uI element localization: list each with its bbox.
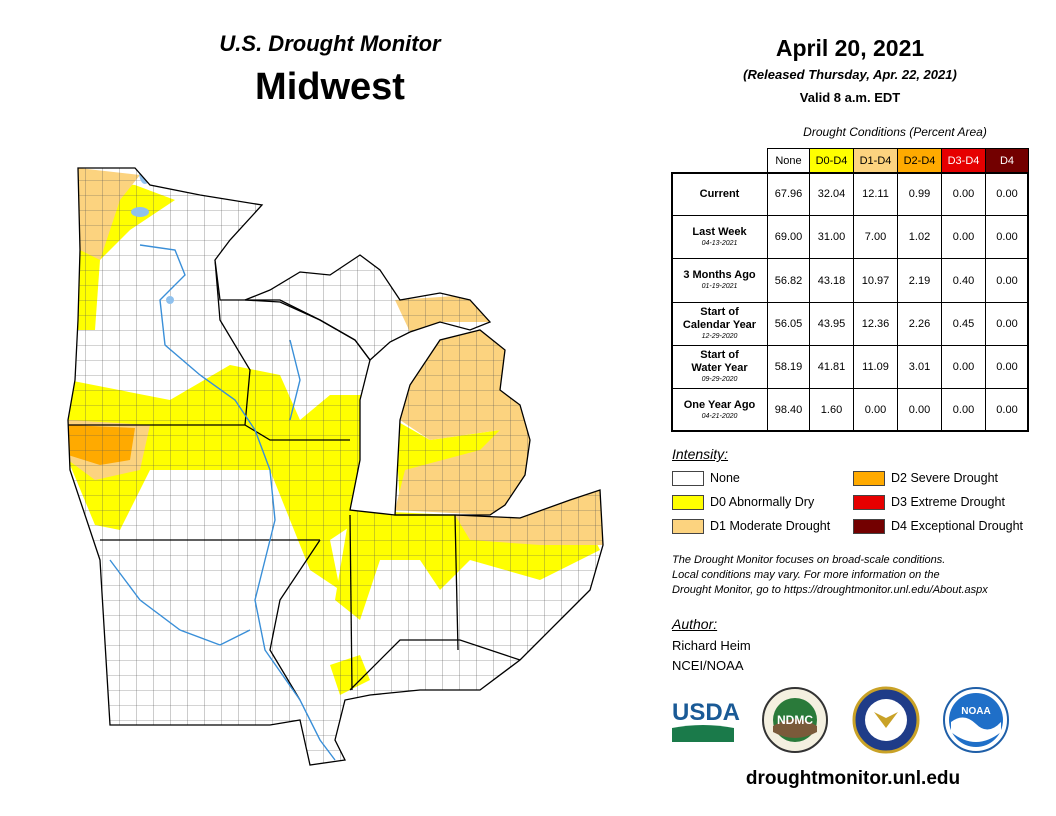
rivers (109, 244, 336, 761)
legend-swatch (672, 495, 704, 510)
legend-label: D0 Abnormally Dry (710, 495, 815, 509)
map (67, 167, 604, 766)
table-frame (671, 172, 1029, 432)
ndmc-logo: NDMC (762, 687, 828, 753)
valid: Valid 8 a.m. EDT (799, 90, 901, 105)
note-line: Local conditions may vary. For more info… (672, 569, 940, 581)
row-date: 04-13-2021 (701, 239, 738, 247)
row-label-line: One Year Ago (683, 398, 756, 411)
legend-label: D4 Exceptional Drought (891, 519, 1024, 533)
table-caption: Drought Conditions (Percent Area) (803, 125, 987, 139)
row-date: 12-29-2020 (701, 333, 738, 340)
author-title: Author: (672, 616, 718, 632)
legend-label: D2 Severe Drought (891, 471, 999, 485)
column-header: D2-D4 (897, 148, 942, 173)
row-label-line: Start of (700, 306, 739, 318)
row-date: 04-21-2020 (701, 412, 738, 420)
noaa-logo: NOAA (943, 687, 1009, 753)
legend-label: D3 Extreme Drought (891, 495, 1005, 509)
ndmc-text: NDMC (777, 713, 813, 727)
logos: USDA NDMC NOAA (672, 686, 1009, 754)
date: April 20, 2021 (775, 35, 925, 61)
row-label-line: Last Week (692, 225, 747, 238)
legend-label: None (710, 471, 740, 485)
commerce-logo (852, 686, 920, 754)
column-header: D3-D4 (941, 148, 986, 173)
column-header: D4 (985, 148, 1029, 173)
note-line: The Drought Monitor focuses on broad-sca… (672, 554, 946, 566)
region: Midwest (255, 66, 405, 108)
legend-swatch (853, 495, 885, 510)
noaa-text: NOAA (961, 706, 990, 717)
row-date: 01-19-2021 (701, 283, 738, 290)
row-label-line: 3 Months Ago (683, 269, 756, 281)
row-label-line: Water Year (691, 362, 748, 374)
coastlines (67, 167, 604, 766)
author-line: NCEI/NOAA (672, 658, 744, 673)
state-borders (68, 259, 521, 701)
row-date: 09-29-2020 (701, 376, 738, 383)
usda-logo: USDA (672, 699, 740, 742)
legend-swatch (672, 519, 704, 534)
title: U.S. Drought Monitor (219, 31, 441, 56)
released: (Released Thursday, Apr. 22, 2021) (743, 67, 957, 82)
column-header: D0-D4 (809, 148, 854, 173)
url: droughtmonitor.unl.edu (745, 768, 961, 789)
row-label-line: Calendar Year (682, 319, 757, 331)
row-label-line: Start of (700, 349, 739, 361)
legend-title: Intensity: (672, 446, 729, 462)
legend-label: D1 Moderate Drought (710, 519, 831, 533)
legend-swatch (853, 519, 885, 534)
column-header: D1-D4 (853, 148, 898, 173)
usda-text: USDA (672, 699, 740, 726)
author-line: Richard Heim (672, 638, 751, 653)
legend-swatch (672, 471, 704, 486)
column-header: None (767, 148, 810, 173)
legend-swatch (853, 471, 885, 486)
note-line: Drought Monitor, go to https://droughtmo… (672, 584, 988, 596)
row-label-line: Current (699, 187, 740, 200)
